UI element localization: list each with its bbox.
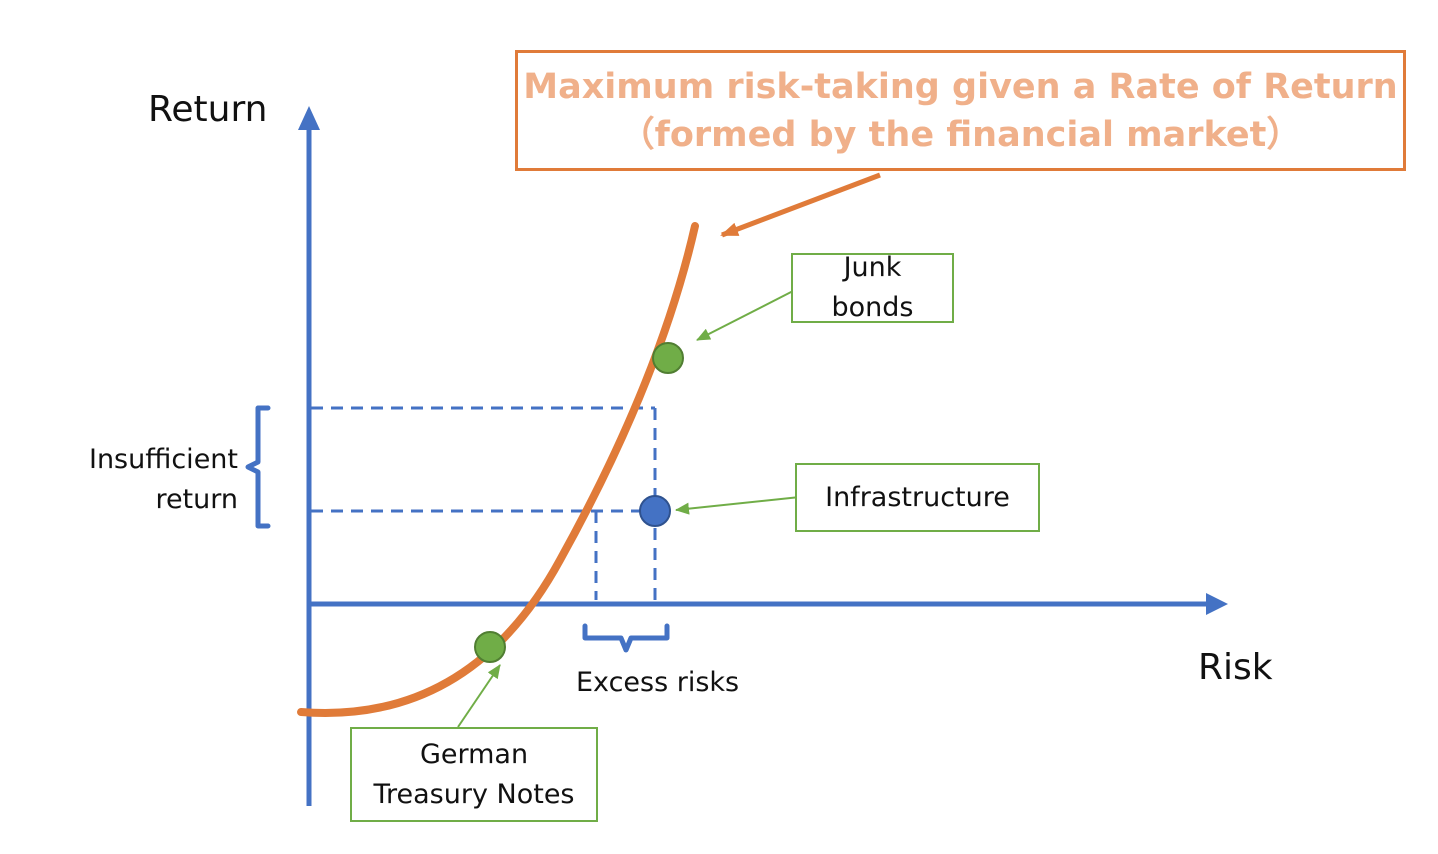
insufficient-return-bracket [245, 405, 271, 529]
title-line-1: Maximum risk-taking given a Rate of Retu… [523, 66, 1398, 107]
x-axis-label: Risk [1198, 647, 1273, 688]
german-treasury-notes-box: German Treasury Notes [350, 727, 598, 822]
title-pointer-arrow [720, 172, 881, 238]
junk-bonds-line-1: Junk [843, 252, 902, 283]
y-axis-arrowhead [298, 106, 320, 130]
insufficient-line-2: return [155, 484, 238, 515]
infrastructure-box: Infrastructure [795, 463, 1040, 532]
junk-bonds-point [652, 342, 684, 374]
title-line-2: （formed by the financial market） [619, 114, 1302, 155]
junk-bonds-box: Junk bonds [791, 252, 954, 323]
german-notes-point [474, 631, 506, 663]
insufficient-return-label: Insufficient return [80, 440, 238, 520]
y-axis-label: Return [148, 89, 268, 130]
german-notes-line-1: German [419, 738, 529, 770]
infrastructure-text: Infrastructure [825, 481, 1010, 513]
infrastructure-point [639, 495, 671, 527]
german-notes-pointer [457, 664, 501, 728]
german-notes-line-2: Treasury Notes [373, 778, 575, 810]
max-risk-curve [297, 222, 699, 717]
junk-bonds-pointer [696, 289, 796, 341]
junk-bonds-line-2: bonds [831, 292, 914, 323]
title-callout-box: Maximum risk-taking given a Rate of Retu… [515, 50, 1406, 171]
excess-risks-bracket [582, 623, 670, 653]
excess-risks-label: Excess risks [576, 667, 740, 698]
insufficient-line-1: Insufficient [88, 444, 238, 475]
infrastructure-pointer [675, 496, 801, 515]
x-axis-arrowhead [1206, 593, 1228, 615]
